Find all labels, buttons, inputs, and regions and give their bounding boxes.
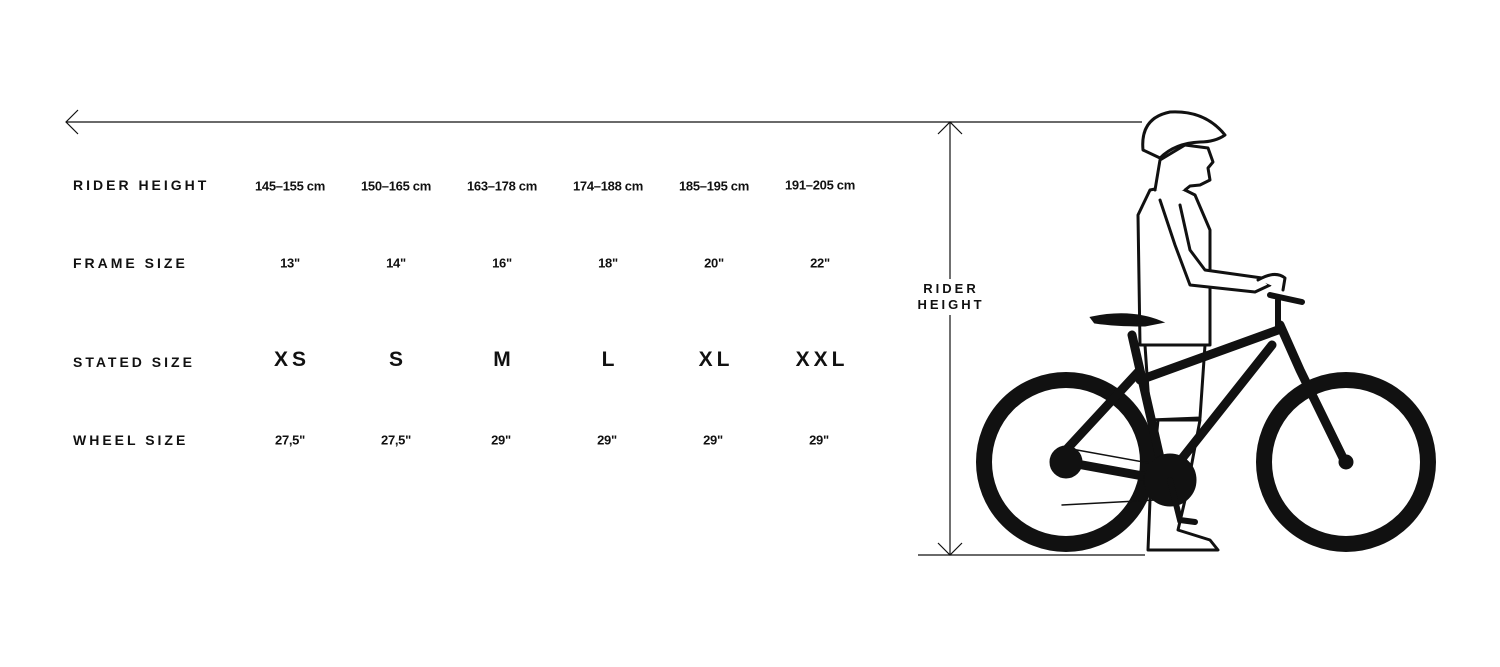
table-cell: 185–195 cm — [678, 178, 749, 194]
table-cell: 13" — [280, 255, 300, 271]
table-cell: 29" — [809, 432, 829, 448]
table-cell: 145–155 cm — [254, 178, 325, 194]
row-label: RIDER HEIGHT — [73, 177, 210, 193]
table-cell: S — [388, 348, 407, 371]
table-cell: 14" — [386, 255, 406, 271]
table-cell: 22" — [810, 255, 830, 271]
label-line: HEIGHT — [917, 297, 985, 312]
table-cell: 27,5" — [381, 432, 411, 448]
pedal-crank — [1167, 477, 1198, 525]
stem-handlebar — [1267, 292, 1305, 333]
row-label: STATED SIZE — [73, 354, 195, 370]
rider-height-label: RIDER HEIGHT — [901, 279, 1001, 315]
label-line: RIDER — [923, 281, 979, 296]
table-cell: 20" — [704, 255, 724, 271]
front-hub — [1338, 454, 1354, 470]
table-cell: 191–205 cm — [784, 177, 855, 193]
chain — [1061, 447, 1161, 506]
front-wheel — [1256, 372, 1436, 552]
table-cell: M — [493, 348, 515, 371]
frame — [1061, 325, 1283, 485]
table-cell: XXL — [795, 348, 849, 371]
table-cell: 18" — [598, 255, 618, 271]
table-cell: 174–188 cm — [572, 178, 643, 194]
saddle — [1089, 313, 1166, 327]
table-cell: 29" — [491, 432, 511, 448]
row-label: WHEEL SIZE — [73, 432, 189, 448]
table-cell: 29" — [703, 432, 723, 448]
bicycle — [976, 292, 1436, 552]
table-cell: 150–165 cm — [360, 178, 431, 194]
table-cell: 163–178 cm — [466, 178, 537, 194]
row-label: FRAME SIZE — [73, 255, 188, 271]
fork — [1275, 320, 1350, 467]
table-cell: XS — [273, 348, 310, 371]
table-cell: 16" — [492, 255, 512, 271]
rear-wheel — [976, 372, 1156, 552]
table-cell: XL — [698, 348, 734, 371]
table-cell: L — [601, 348, 619, 371]
table-cell: 27,5" — [275, 432, 305, 448]
cassette — [1049, 445, 1083, 479]
table-cell: 29" — [597, 432, 617, 448]
arrow-left-head-icon — [65, 109, 79, 135]
arrow-up-head-icon — [937, 121, 963, 135]
